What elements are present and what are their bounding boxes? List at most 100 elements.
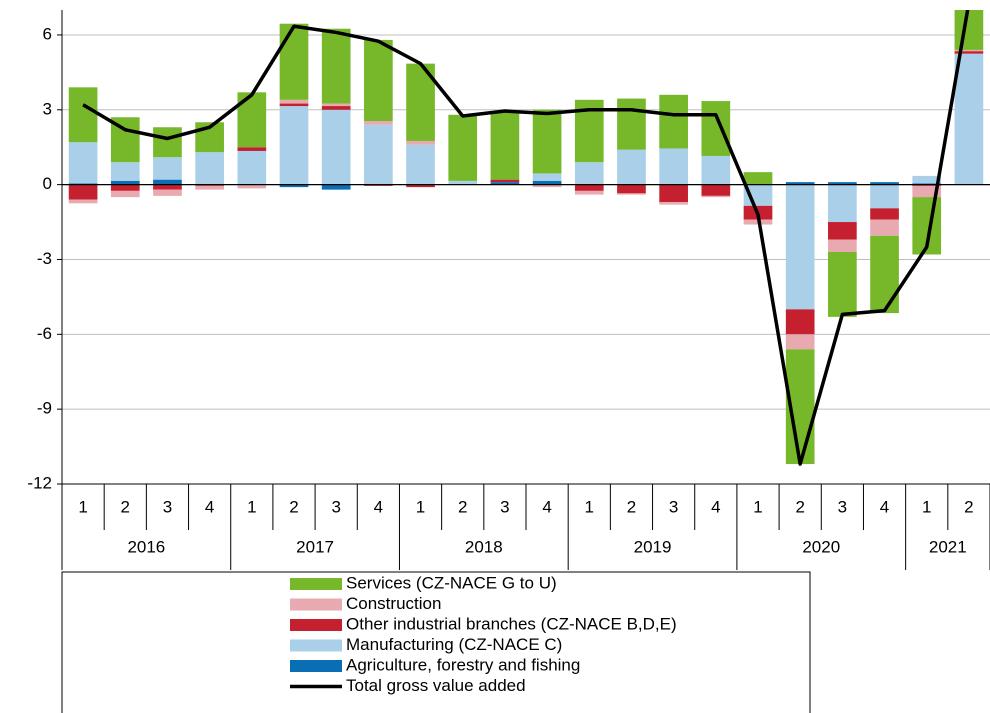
bar bbox=[406, 140, 435, 145]
x-tick-label: 2 bbox=[289, 497, 298, 516]
bar bbox=[68, 87, 98, 143]
bar bbox=[617, 193, 646, 195]
bar bbox=[954, 53, 984, 185]
bar bbox=[785, 184, 815, 310]
bar bbox=[364, 39, 393, 122]
legend-label: Construction bbox=[346, 594, 441, 613]
axes: -12 -9 -6 -3 0 3 6 1 2 3 4 1 2 3 4 1 2 3 4 1 2 3 4 1 2 3 4 1 2 2016 20… bbox=[27, 10, 990, 570]
y-tick-label: -12 bbox=[27, 473, 52, 492]
bar bbox=[68, 199, 98, 204]
bar bbox=[828, 251, 857, 317]
bar bbox=[321, 106, 351, 110]
x-tick-label: 1 bbox=[922, 497, 931, 516]
bar bbox=[68, 142, 98, 184]
bar bbox=[912, 175, 942, 184]
bar bbox=[659, 148, 688, 185]
bar bbox=[828, 182, 857, 185]
legend-swatch bbox=[290, 619, 342, 631]
bar bbox=[532, 180, 562, 185]
bar bbox=[574, 162, 604, 185]
bar bbox=[870, 235, 899, 314]
y-tick-label: 0 bbox=[43, 174, 52, 193]
bar bbox=[195, 185, 224, 190]
x-tick-label: 2 bbox=[627, 497, 636, 516]
x-tick-label: 4 bbox=[880, 497, 889, 516]
x-tick-label: 4 bbox=[711, 497, 720, 516]
bar bbox=[785, 182, 815, 185]
bar bbox=[321, 109, 351, 185]
bar bbox=[110, 184, 140, 191]
legend: Services (CZ-NACE G to U) ConstructionOth… bbox=[290, 573, 677, 695]
bar bbox=[954, 49, 984, 52]
y-tick-label: -3 bbox=[37, 249, 52, 268]
bar bbox=[490, 182, 520, 185]
x-tick-label: 4 bbox=[374, 497, 383, 516]
y-tick-label: -9 bbox=[37, 399, 52, 418]
x-tick-label: 3 bbox=[838, 497, 847, 516]
bar bbox=[574, 184, 604, 191]
x-tick-label: 1 bbox=[416, 497, 425, 516]
bar bbox=[321, 28, 351, 104]
bar bbox=[110, 180, 140, 185]
bar bbox=[870, 219, 899, 236]
bar bbox=[279, 184, 309, 188]
bar bbox=[321, 184, 351, 190]
bar bbox=[743, 172, 773, 185]
x-group-label: 2021 bbox=[929, 537, 967, 556]
bar bbox=[701, 195, 731, 198]
x-tick-label: 3 bbox=[500, 497, 509, 516]
y-tick-label: 6 bbox=[43, 24, 52, 43]
legend-swatch bbox=[290, 578, 342, 590]
bar bbox=[828, 222, 857, 240]
bar bbox=[490, 179, 520, 183]
x-tick-label: 3 bbox=[163, 497, 172, 516]
x-tick-label: 2 bbox=[795, 497, 804, 516]
bar bbox=[153, 189, 182, 196]
bar bbox=[617, 98, 646, 150]
x-group-label: 2016 bbox=[127, 537, 165, 556]
legend-box bbox=[61, 571, 811, 713]
legend-label: Total gross value added bbox=[346, 676, 526, 695]
legend-label: Manufacturing (CZ-NACE C) bbox=[346, 635, 562, 654]
x-tick-label: 3 bbox=[669, 497, 678, 516]
bar bbox=[954, 10, 984, 50]
bar bbox=[406, 144, 435, 185]
bars bbox=[68, 10, 984, 465]
bar bbox=[406, 184, 435, 188]
y-tick-label: 3 bbox=[43, 99, 52, 118]
bar bbox=[617, 184, 646, 194]
bar bbox=[870, 182, 899, 185]
bar bbox=[785, 309, 815, 335]
legend-swatch bbox=[290, 598, 342, 611]
bar bbox=[701, 155, 731, 185]
bar bbox=[237, 184, 267, 189]
bar bbox=[237, 150, 267, 185]
lines bbox=[82, 10, 970, 466]
bar bbox=[828, 184, 857, 223]
legend-label: Other industrial branches (CZ-NACE B,D,E… bbox=[346, 614, 677, 633]
bar bbox=[110, 190, 140, 198]
x-tick-label: 1 bbox=[585, 497, 594, 516]
bar bbox=[237, 147, 267, 151]
bar bbox=[110, 162, 140, 181]
bar bbox=[279, 99, 309, 104]
bar bbox=[153, 157, 182, 180]
bar bbox=[574, 190, 604, 195]
legend-swatch bbox=[290, 660, 342, 672]
x-tick-label: 4 bbox=[205, 497, 214, 516]
bar bbox=[828, 239, 857, 252]
bar bbox=[912, 185, 942, 198]
y-tick-label: -6 bbox=[37, 324, 52, 343]
bar bbox=[490, 111, 520, 180]
bar bbox=[785, 334, 815, 350]
x-tick-label: 1 bbox=[247, 497, 256, 516]
x-tick-label: 1 bbox=[753, 497, 762, 516]
bar bbox=[954, 51, 984, 54]
bar bbox=[617, 149, 646, 185]
bar bbox=[659, 94, 688, 149]
bar bbox=[153, 184, 182, 190]
x-group-label: 2017 bbox=[296, 537, 334, 556]
x-group-label: 2018 bbox=[465, 537, 503, 556]
legend-label: Agriculture, forestry and fishing bbox=[346, 655, 580, 674]
bar bbox=[321, 103, 351, 107]
